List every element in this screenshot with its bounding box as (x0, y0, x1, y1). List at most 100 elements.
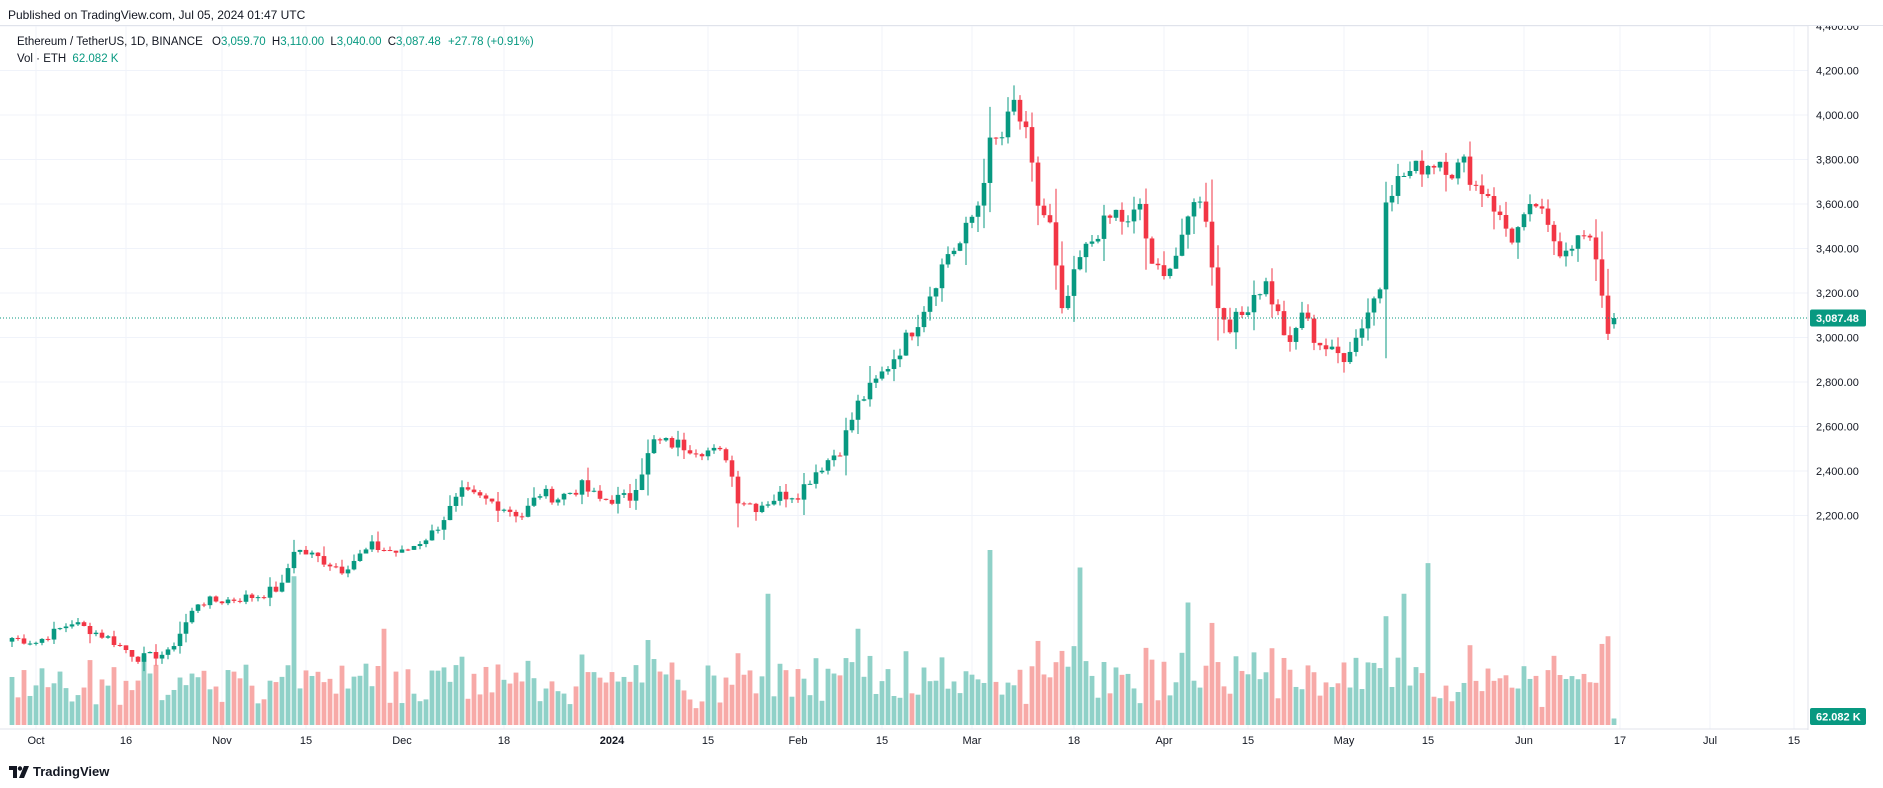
candle-body (753, 503, 759, 513)
candle-body (447, 505, 453, 521)
candle-body (981, 182, 987, 206)
volume-bar (1491, 680, 1497, 725)
candle-body (1359, 328, 1365, 338)
candle-body (1335, 346, 1341, 354)
candle-body (483, 495, 489, 499)
candle-body (1443, 161, 1449, 175)
candle-body (573, 492, 579, 495)
volume-bar (1335, 683, 1341, 725)
candle-body (381, 549, 387, 551)
candle-body (261, 597, 267, 599)
volume-bar (213, 686, 219, 725)
price-axis[interactable]: 2,200.00 2,400.00 2,600.00 2,800.00 3,000.00… (1816, 26, 1859, 523)
candle-body (459, 487, 465, 497)
volume-bar (1131, 688, 1137, 725)
candle-body (1467, 156, 1473, 185)
volume-bar (1215, 662, 1221, 725)
price-tick-label: 3,000.00 (1816, 333, 1859, 345)
volume-bar (153, 664, 159, 725)
volume-bar (807, 695, 813, 725)
candle-body (273, 586, 279, 592)
volume-bar (1347, 687, 1353, 725)
candle-body (1143, 203, 1149, 239)
candle-body (141, 653, 147, 662)
volume-bar (363, 663, 369, 725)
candle-body (63, 626, 69, 629)
candle-body (987, 137, 993, 183)
candle-body (1449, 174, 1455, 179)
volume-bar (507, 683, 513, 725)
volume-bar (417, 701, 423, 725)
candle-body (813, 472, 819, 484)
candle-body (1593, 237, 1599, 260)
volume-bar (513, 672, 519, 725)
candle-body (1275, 304, 1281, 312)
candle-body (747, 503, 753, 505)
candle-body (1251, 294, 1257, 313)
time-tick-label: 2024 (600, 735, 625, 747)
volume-bar (255, 703, 261, 725)
volume-bar (699, 701, 705, 725)
candle-body (1569, 248, 1575, 251)
volume-bar (1299, 689, 1305, 725)
volume-bar (483, 666, 489, 725)
tradingview-logo[interactable]: TradingView (9, 764, 109, 779)
volume-bar (885, 669, 891, 725)
candle-body (303, 549, 309, 555)
volume-bar (939, 657, 945, 725)
volume-bar (573, 686, 579, 725)
candle-body (777, 491, 783, 501)
time-tick-label: 15 (1242, 735, 1254, 747)
time-axis[interactable]: Oct 16 Nov 15 Dec 18 2024 15 Feb 15 Mar 18 Apr 15 May 1… (27, 735, 1800, 747)
volume-bar (405, 669, 411, 725)
volume-bar (783, 670, 789, 725)
price-chart[interactable]: 2,200.00 2,400.00 2,600.00 2,800.00 3,000.00… (0, 26, 1883, 758)
candle-body (465, 487, 471, 490)
candle-body (489, 498, 495, 502)
time-tick-label: Oct (27, 735, 44, 747)
volume-bar (975, 679, 981, 725)
volume-bar (471, 673, 477, 725)
candle-body (885, 369, 891, 372)
candle-body (621, 493, 627, 495)
time-tick-label: May (1334, 735, 1355, 747)
volume-bar (915, 694, 921, 725)
volume-bar (1545, 670, 1551, 725)
candle-body (975, 205, 981, 217)
candle-body (1521, 214, 1527, 228)
volume-bar (729, 684, 735, 725)
volume-bar (633, 665, 639, 725)
volume-bar (705, 665, 711, 725)
volume-bar (801, 678, 807, 725)
candle-body (1017, 99, 1023, 122)
volume-bar (897, 697, 903, 725)
volume-bar (243, 664, 249, 725)
candle-body (1215, 267, 1221, 309)
volume-bar (735, 653, 741, 725)
candle-body (195, 604, 201, 611)
candle-body (1557, 241, 1563, 257)
volume-bar (1095, 697, 1101, 725)
volume-bar (33, 685, 39, 725)
candle-body (1563, 250, 1569, 257)
volume-bar (321, 682, 327, 725)
volume-bar (981, 682, 987, 725)
candle-body (519, 516, 525, 518)
volume-bar (1311, 672, 1317, 725)
volume-bar (1107, 693, 1113, 725)
candle-body (1605, 295, 1611, 334)
volume-bar (117, 704, 123, 725)
volume-bar (675, 679, 681, 725)
candle-body (1191, 202, 1197, 217)
volume-bar (87, 660, 93, 725)
candle-body (1089, 241, 1095, 244)
candle-body (387, 550, 393, 552)
candle-body (45, 638, 51, 640)
candle-body (51, 628, 57, 640)
volume-bar (567, 704, 573, 725)
volume-bar (951, 681, 957, 725)
candle-body (1401, 175, 1407, 177)
volume-bar (57, 671, 63, 725)
volume-bar (387, 702, 393, 725)
volume-bar (1341, 662, 1347, 725)
